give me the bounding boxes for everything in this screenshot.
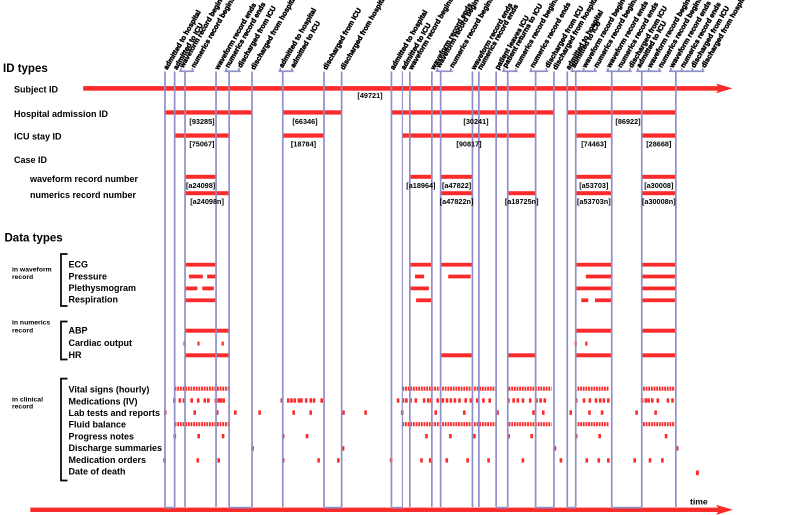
svg-text:[a47822n]: [a47822n]: [440, 197, 474, 206]
svg-text:[a24098]: [a24098]: [186, 181, 216, 190]
svg-text:ID types: ID types: [3, 63, 48, 75]
svg-text:[a24098n]: [a24098n]: [190, 197, 224, 206]
svg-text:Hospital admission ID: Hospital admission ID: [14, 109, 109, 119]
svg-text:Cardiac output: Cardiac output: [69, 338, 133, 348]
svg-text:in waveform: in waveform: [12, 266, 52, 273]
svg-text:[74463]: [74463]: [581, 140, 607, 149]
svg-text:[a18725n]: [a18725n]: [505, 197, 539, 206]
svg-text:[49721]: [49721]: [357, 91, 383, 100]
svg-text:Date of death: Date of death: [69, 467, 126, 477]
svg-text:[a30008]: [a30008]: [644, 181, 674, 190]
svg-text:record: record: [12, 274, 33, 281]
svg-text:ECG: ECG: [69, 260, 89, 270]
svg-text:[a53703]: [a53703]: [579, 181, 609, 190]
svg-text:ABP: ABP: [69, 326, 88, 336]
svg-text:Progress notes: Progress notes: [69, 431, 135, 441]
svg-text:[90817]: [90817]: [456, 140, 482, 149]
svg-text:record: record: [12, 403, 33, 410]
svg-text:[86922]: [86922]: [615, 117, 641, 126]
svg-text:ICU stay ID: ICU stay ID: [14, 132, 62, 142]
svg-text:Respiration: Respiration: [69, 295, 119, 305]
svg-text:HR: HR: [69, 350, 82, 360]
svg-text:numerics record number: numerics record number: [30, 190, 137, 200]
svg-text:[a53703n]: [a53703n]: [577, 197, 611, 206]
svg-text:Data types: Data types: [5, 233, 63, 245]
svg-text:[75067]: [75067]: [189, 140, 215, 149]
svg-text:record: record: [12, 327, 33, 334]
svg-text:waveform record number: waveform record number: [29, 174, 139, 184]
svg-text:Subject ID: Subject ID: [14, 85, 59, 95]
svg-text:Case ID: Case ID: [14, 155, 48, 165]
svg-text:[18784]: [18784]: [291, 140, 317, 149]
svg-text:Lab tests and reports: Lab tests and reports: [69, 408, 161, 418]
svg-text:time: time: [690, 497, 708, 507]
svg-text:[28668]: [28668]: [646, 140, 672, 149]
svg-text:Medication orders: Medication orders: [69, 455, 147, 465]
svg-text:Plethysmogram: Plethysmogram: [69, 283, 137, 293]
svg-text:in clinical: in clinical: [12, 397, 43, 404]
svg-text:[93285]: [93285]: [189, 117, 215, 126]
svg-text:Discharge summaries: Discharge summaries: [69, 443, 163, 453]
svg-text:[a30008n]: [a30008n]: [642, 197, 676, 206]
svg-text:in numerics: in numerics: [12, 320, 50, 327]
svg-text:Fluid balance: Fluid balance: [69, 420, 127, 430]
svg-text:Pressure: Pressure: [69, 271, 108, 281]
svg-text:[66346]: [66346]: [292, 117, 318, 126]
svg-text:Medications (IV): Medications (IV): [69, 396, 138, 406]
svg-text:[a18964]: [a18964]: [406, 181, 436, 190]
svg-text:[a47822]: [a47822]: [442, 181, 472, 190]
svg-text:[30241]: [30241]: [463, 117, 489, 126]
svg-text:Vital signs (hourly): Vital signs (hourly): [69, 385, 150, 395]
